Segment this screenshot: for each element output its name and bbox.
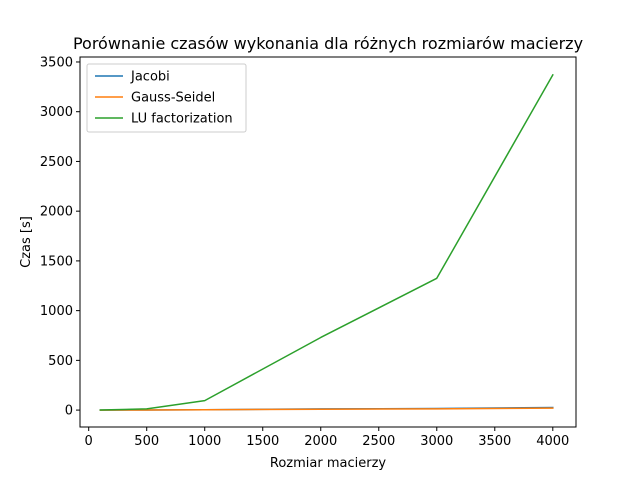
legend-label: LU factorization (131, 112, 233, 127)
y-axis-title: Czas [s] (19, 216, 34, 268)
x-tick-label: 1000 (188, 434, 221, 449)
x-tick-label: 3000 (420, 434, 453, 449)
x-tick-label: 2500 (362, 434, 395, 449)
y-tick-label: 500 (48, 354, 73, 369)
x-tick-label: 500 (134, 434, 159, 449)
x-tick-label: 2000 (304, 434, 337, 449)
x-tick-label: 1500 (246, 434, 279, 449)
x-axis-title: Rozmiar macierzy (270, 456, 387, 471)
series-line (99, 407, 554, 411)
x-tick-label: 3500 (478, 434, 511, 449)
y-tick-label: 2500 (40, 155, 73, 170)
y-axis: 0 500 1000 1500 2000 2500 3000 3500 (40, 55, 80, 419)
x-axis: 0 500 1000 1500 2000 2500 3000 3500 4000 (85, 427, 569, 449)
y-tick-label: 1500 (40, 254, 73, 269)
chart-title: Porównanie czasów wykonania dla różnych … (73, 34, 583, 53)
x-tick-label: 4000 (536, 434, 569, 449)
series-line (99, 73, 554, 411)
y-tick-label: 3000 (40, 105, 73, 120)
legend-label: Jacobi (130, 70, 170, 85)
legend-label: Gauss-Seidel (131, 91, 215, 106)
y-tick-label: 1000 (40, 304, 73, 319)
plot-frame (79, 56, 577, 428)
legend-box (86, 63, 247, 133)
y-tick-label: 3500 (40, 55, 73, 70)
x-tick-label: 0 (85, 434, 93, 449)
plot-content (99, 73, 554, 411)
y-tick-label: 2000 (40, 205, 73, 220)
y-tick-label: 0 (65, 404, 73, 419)
legend: Jacobi Gauss-Seidel LU factorization (86, 63, 247, 133)
